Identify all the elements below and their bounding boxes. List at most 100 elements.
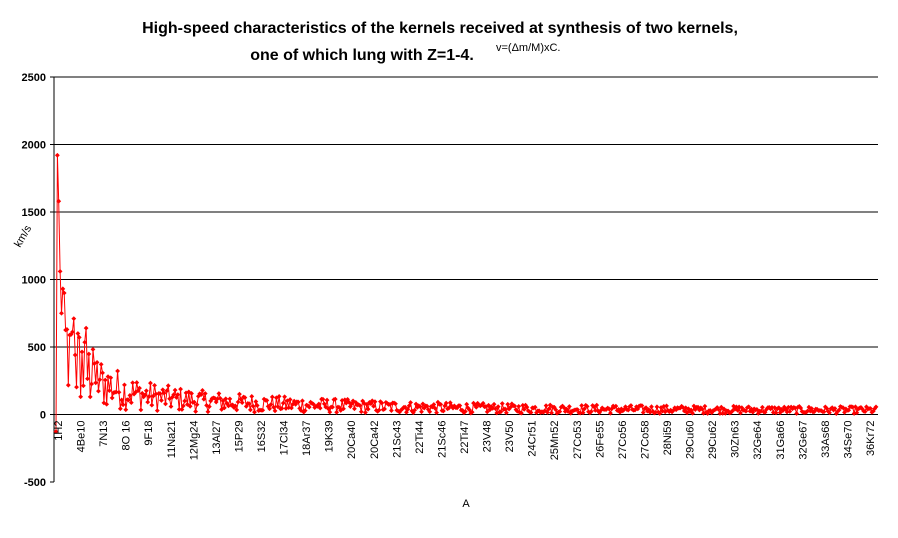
- y-axis-label: km/s: [12, 223, 34, 250]
- data-point: [684, 410, 690, 416]
- data-point: [702, 403, 708, 409]
- data-point: [484, 409, 490, 415]
- data-point: [235, 399, 241, 405]
- data-point: [639, 403, 645, 409]
- data-point: [320, 396, 326, 402]
- data-point: [842, 409, 847, 415]
- data-point: [457, 403, 463, 409]
- data-point: [93, 380, 99, 386]
- data-point: [74, 384, 79, 390]
- data-point: [260, 407, 266, 413]
- data-point: [588, 409, 594, 414]
- data-point: [109, 395, 115, 401]
- data-point: [57, 269, 63, 274]
- data-point: [836, 407, 842, 413]
- data-point: [100, 370, 105, 376]
- data-point: [664, 403, 669, 409]
- gridlines: [54, 76, 878, 348]
- data-point: [104, 401, 110, 407]
- data-point: [494, 410, 500, 416]
- data-point: [806, 404, 812, 410]
- data-point: [117, 406, 123, 412]
- x-tick-label: 32Ge64: [752, 421, 764, 460]
- data-point: [388, 408, 394, 413]
- x-tick-label: 17Cl34: [279, 421, 291, 456]
- data-point: [443, 400, 449, 406]
- data-point: [461, 410, 467, 416]
- data-point: [97, 377, 103, 383]
- data-point: [495, 404, 501, 410]
- data-point: [91, 361, 97, 367]
- data-point: [432, 406, 438, 411]
- data-point: [843, 406, 849, 412]
- data-point: [163, 401, 168, 407]
- data-point: [200, 387, 205, 393]
- x-tick-label: 24Cr51: [527, 421, 539, 457]
- data-point: [96, 388, 101, 394]
- data-point: [733, 404, 739, 410]
- data-point: [85, 376, 90, 382]
- data-point: [186, 389, 192, 395]
- data-point: [738, 410, 743, 416]
- data-point: [785, 404, 791, 410]
- data-point: [94, 359, 100, 365]
- data-point: [171, 392, 177, 398]
- data-point: [543, 403, 549, 409]
- data-point: [832, 406, 838, 411]
- data-point: [80, 383, 86, 389]
- data-point: [250, 403, 256, 409]
- chart-formula: v=(Δm/M)xC.: [496, 42, 560, 54]
- data-point: [566, 404, 572, 409]
- data-point: [505, 401, 511, 407]
- data-point: [146, 394, 152, 399]
- data-point: [506, 406, 512, 412]
- x-tick-label: 28Ni59: [662, 421, 674, 456]
- data-point: [194, 402, 200, 408]
- x-tick-label: 22Ti47: [459, 421, 471, 454]
- x-tick-label: 29Cu60: [685, 421, 697, 460]
- data-point: [850, 404, 856, 410]
- data-point: [143, 388, 149, 394]
- x-tick-label: 18Ar37: [301, 421, 313, 456]
- data-point: [640, 410, 646, 415]
- data-point: [198, 392, 204, 397]
- data-point: [113, 389, 119, 395]
- data-point: [412, 407, 418, 413]
- data-point: [873, 404, 879, 410]
- data-point: [324, 397, 330, 403]
- data-point: [735, 408, 741, 413]
- data-point: [83, 325, 89, 331]
- data-point: [264, 398, 270, 403]
- x-tick-label: 25Mn52: [549, 421, 561, 461]
- data-point: [449, 403, 455, 409]
- data-point: [870, 408, 876, 414]
- data-point: [770, 410, 776, 415]
- data-point: [137, 385, 142, 391]
- y-tick-label: 1000: [22, 275, 46, 287]
- data-point: [853, 404, 858, 410]
- data-point: [178, 386, 183, 392]
- x-tick-label: 20Ca42: [369, 421, 381, 460]
- data-point: [169, 394, 175, 400]
- x-tick-label: 9F18: [143, 421, 155, 446]
- y-tick-label: 0: [40, 410, 46, 422]
- x-tick-label: 21Sc43: [391, 421, 403, 458]
- x-tick-label: 30Zn63: [730, 421, 742, 458]
- data-point: [608, 410, 613, 416]
- data-point: [130, 380, 136, 386]
- data-point: [613, 403, 619, 409]
- data-point: [520, 402, 526, 408]
- data-point: [76, 334, 82, 340]
- data-point: [176, 407, 182, 412]
- data-point: [126, 397, 131, 403]
- data-point: [499, 401, 505, 406]
- data-point: [649, 404, 654, 410]
- data-point: [269, 394, 275, 400]
- data-point: [275, 404, 281, 409]
- data-point: [172, 387, 178, 393]
- data-point: [352, 406, 357, 412]
- data-point: [134, 380, 140, 385]
- data-point: [794, 411, 800, 416]
- y-tick-label: 500: [28, 342, 46, 354]
